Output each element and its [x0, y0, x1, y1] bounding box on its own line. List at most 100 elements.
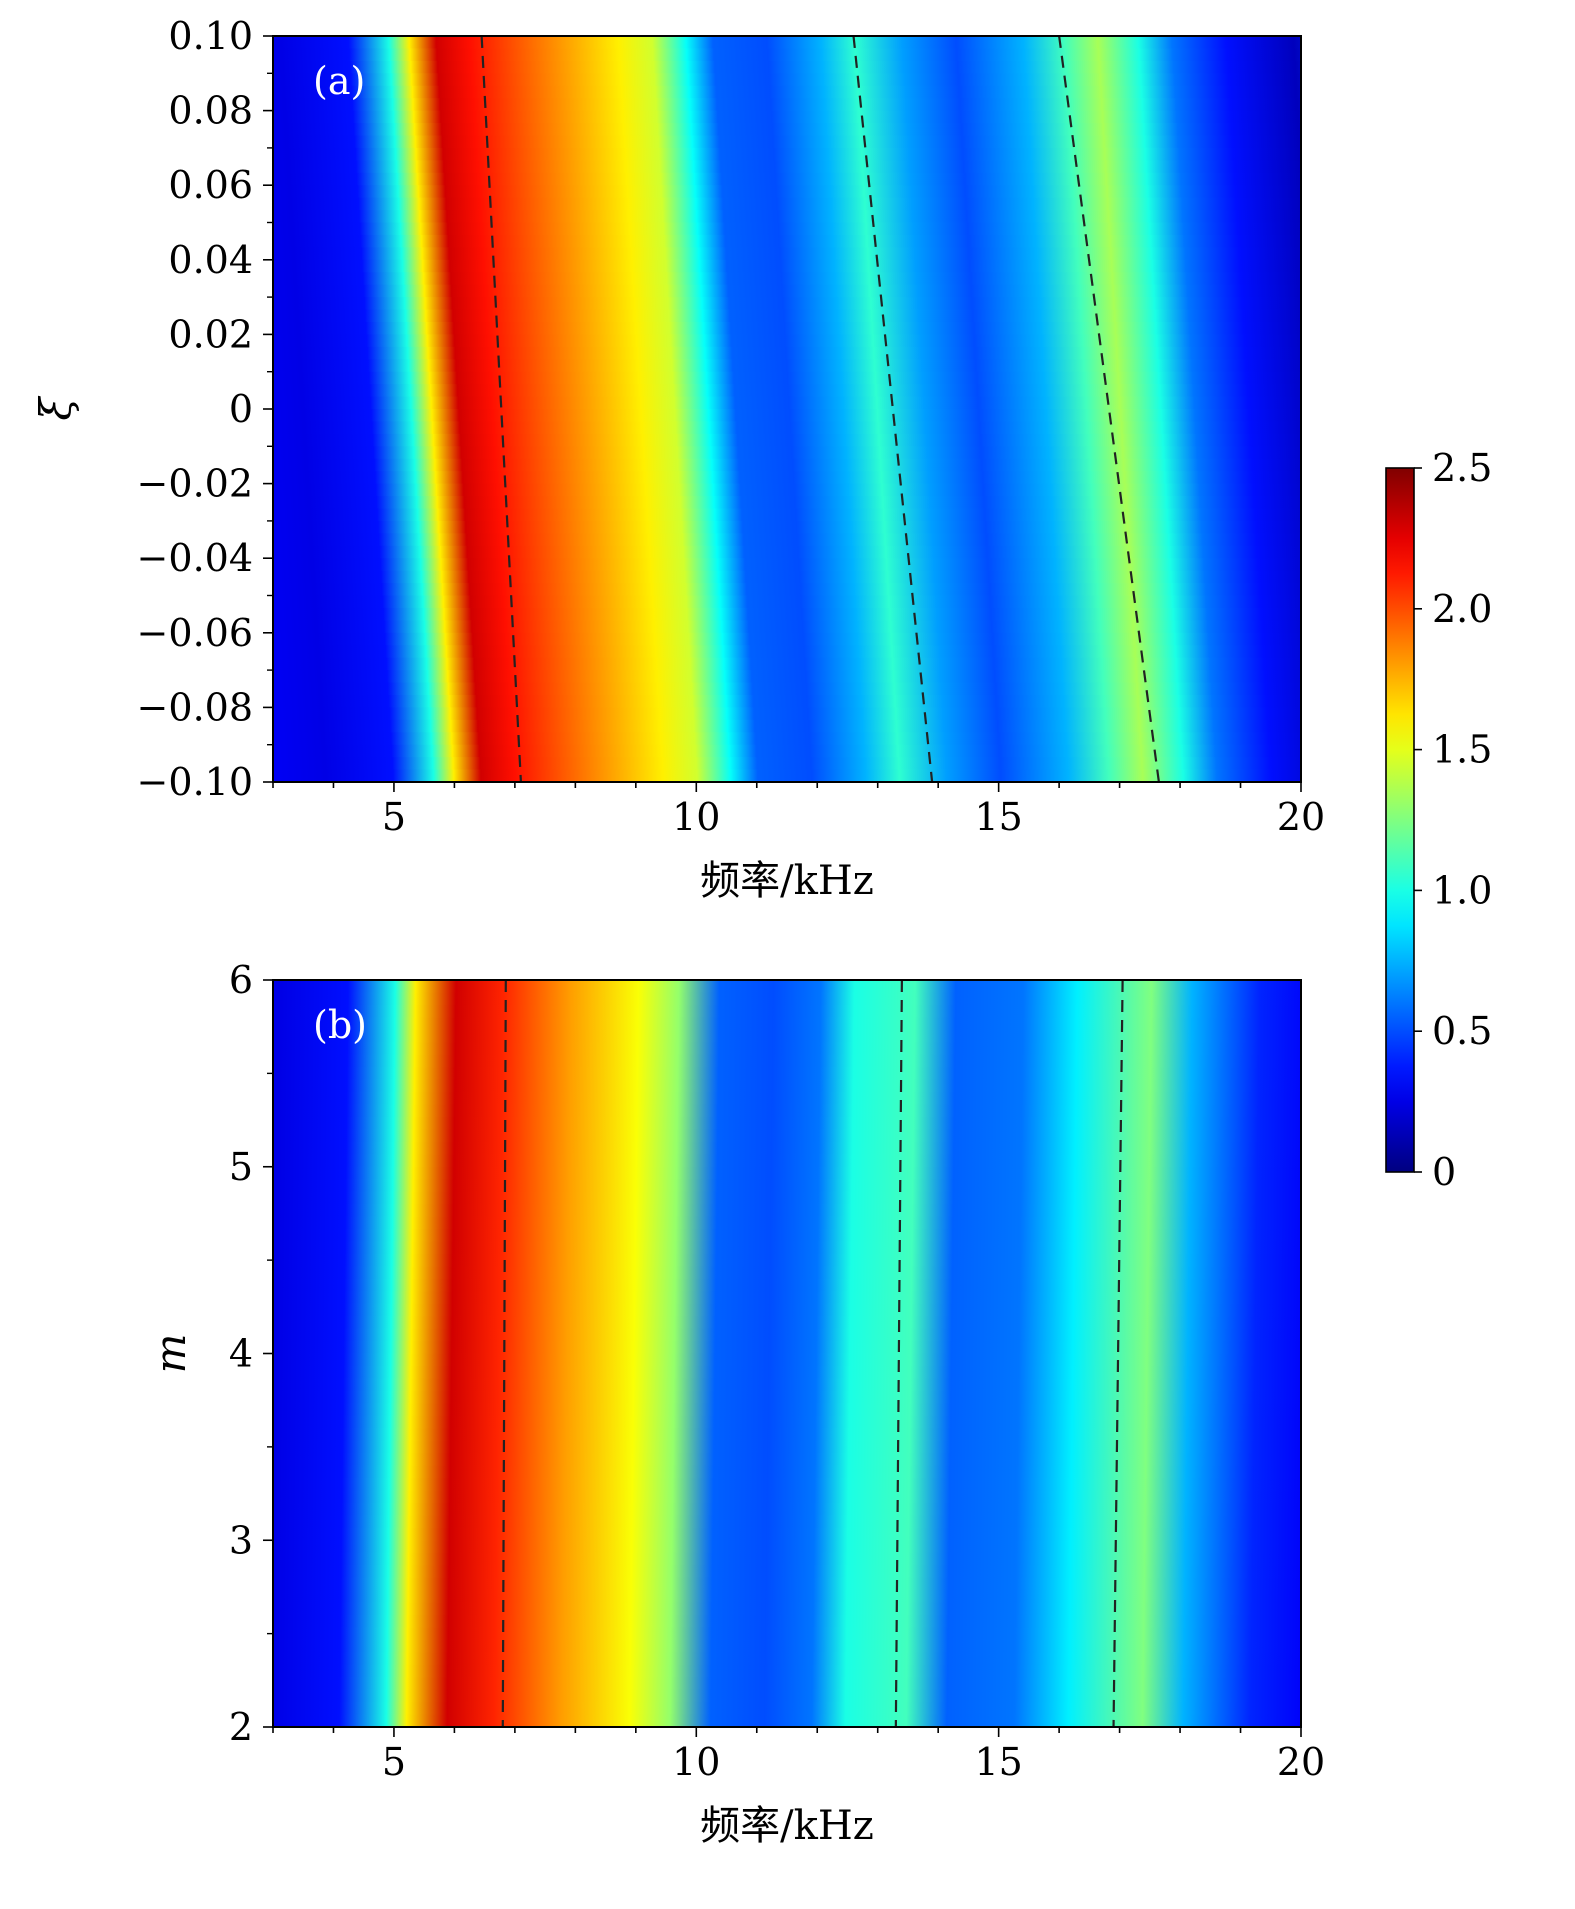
heatmap-strip: [273, 1403, 1301, 1417]
heatmap-strip: [273, 1154, 1301, 1168]
heatmap-strip: [273, 1004, 1301, 1019]
heatmap-strip: [273, 508, 1301, 522]
x-tick-label: 5: [382, 795, 406, 839]
colorbar-tick-label: 1.0: [1432, 868, 1492, 912]
heatmap-strip: [273, 110, 1301, 125]
heatmap-strip: [273, 632, 1301, 647]
heatmap-strip: [273, 1428, 1301, 1442]
x-tick-label: 20: [1277, 1740, 1325, 1784]
heatmap-strip: [273, 645, 1301, 659]
heatmap-strip: [273, 135, 1301, 149]
panel-b: 5 10 15 20 2 3 4 5 6 (b) 频率/kHz m: [146, 958, 1325, 1849]
heatmap-strip: [273, 1303, 1301, 1318]
heatmap-strip: [273, 520, 1301, 535]
heatmap-strip: [273, 1216, 1301, 1230]
dashed-line-1: [501, 979, 507, 1728]
heatmap-strip: [273, 1365, 1301, 1380]
heatmap-strip: [273, 1241, 1301, 1255]
heatmap-strip: [273, 123, 1301, 137]
heatmap-strip: [273, 1577, 1301, 1592]
dashed-line-1: [480, 35, 523, 783]
x-tick-label: 10: [672, 1740, 720, 1784]
heatmap-strip: [273, 620, 1301, 634]
heatmap-strip: [273, 1590, 1301, 1604]
heatmap-strip: [273, 1540, 1301, 1554]
heatmap-strip: [273, 1054, 1301, 1069]
heatmap-strip: [273, 1502, 1301, 1517]
heatmap-strip: [273, 73, 1301, 87]
y-tick-label: 0.08: [168, 89, 253, 133]
heatmap-strip: [273, 197, 1301, 212]
heatmap-strip: [273, 1029, 1301, 1044]
heatmap-strip: [273, 1465, 1301, 1479]
colorbar-gradient: [1385, 467, 1415, 1173]
heatmap-strip: [273, 595, 1301, 609]
x-tick-label: 10: [672, 795, 720, 839]
y-axis-a: −0.10 −0.08 −0.06 −0.04 −0.02 0 0.02 0.04 0.06 0.…: [137, 14, 273, 804]
heatmap-strip: [273, 1253, 1301, 1268]
heatmap-strip: [273, 1415, 1301, 1430]
heatmap-strip: [273, 1353, 1301, 1367]
heatmap-strip: [273, 694, 1301, 709]
dashed-line-3: [1112, 979, 1124, 1728]
heatmap-strip: [273, 769, 1301, 782]
heatmap-strip: [273, 321, 1301, 336]
heatmap-strip: [273, 1341, 1301, 1355]
heatmap-strip: [273, 1552, 1301, 1567]
heatmap-strip: [273, 483, 1301, 498]
x-tick-label: 15: [974, 1740, 1022, 1784]
heatmap-strip: [273, 1316, 1301, 1330]
dashed-line-2: [894, 979, 903, 1728]
colorbar-tick-label: 2.0: [1432, 587, 1492, 631]
heatmap-strip: [273, 471, 1301, 485]
y-tick-label: 2: [229, 1705, 253, 1749]
heatmap-strip: [273, 1602, 1301, 1616]
y-axis-label-b: m: [146, 1334, 195, 1374]
heatmap-strip: [273, 160, 1301, 174]
colorbar-tick-label: 0.5: [1432, 1009, 1492, 1053]
x-tick-label: 15: [974, 795, 1022, 839]
heatmap-strip: [273, 1104, 1301, 1118]
heatmap-strip: [273, 1627, 1301, 1641]
y-tick-label: −0.04: [137, 536, 253, 580]
x-axis-label-b: 频率/kHz: [700, 1803, 874, 1849]
heatmap-strip: [273, 1490, 1301, 1504]
heatmap-strip: [273, 682, 1301, 696]
heatmap-strip: [273, 1129, 1301, 1143]
dashed-line-2: [852, 35, 934, 783]
heatmap-strip: [273, 1291, 1301, 1305]
heatmap-strip: [273, 334, 1301, 348]
heatmap-strip: [273, 545, 1301, 560]
heatmap-strip: [273, 371, 1301, 386]
heatmap-strip: [273, 1179, 1301, 1193]
heatmap-strip: [273, 1565, 1301, 1579]
panel-label-b: (b): [313, 1003, 367, 1047]
heatmap-strip: [273, 980, 1301, 994]
heatmap-strip: [273, 570, 1301, 585]
heatmap-strip: [273, 36, 1301, 50]
heatmap-strip: [273, 657, 1301, 672]
y-tick-label: −0.06: [137, 611, 253, 655]
heatmap-strip: [273, 707, 1301, 721]
dashed-line-3: [1058, 35, 1160, 783]
heatmap-strip: [273, 558, 1301, 572]
heatmap-strip: [273, 1515, 1301, 1529]
heatmap-strip: [273, 1079, 1301, 1094]
heatmap-b: [273, 980, 1301, 1727]
y-tick-label: −0.08: [137, 685, 253, 729]
heatmap-strip: [273, 1478, 1301, 1492]
y-tick-label: 0.02: [168, 312, 253, 356]
dashed-lines-b: [501, 979, 1124, 1728]
y-axis-label-a: ξ: [31, 396, 80, 421]
y-tick-label: 5: [229, 1145, 253, 1189]
heatmap-strip: [273, 744, 1301, 759]
heatmap-strip: [273, 222, 1301, 236]
heatmap-strip: [273, 85, 1301, 100]
y-tick-label: 4: [229, 1332, 253, 1376]
heatmap-strip: [273, 1116, 1301, 1131]
heatmap-strip: [273, 247, 1301, 261]
heatmap-strip: [273, 172, 1301, 187]
heatmap-strip: [273, 359, 1301, 373]
heatmap-strip: [273, 1278, 1301, 1293]
heatmap-strip: [273, 1067, 1301, 1081]
